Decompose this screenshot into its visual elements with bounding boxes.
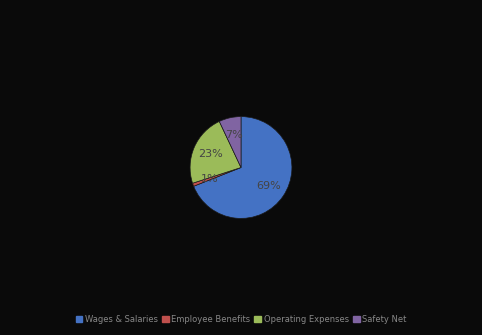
Text: 1%: 1% [201, 174, 219, 184]
Wedge shape [194, 117, 292, 218]
Text: 23%: 23% [198, 149, 223, 159]
Wedge shape [193, 168, 241, 186]
Wedge shape [190, 121, 241, 183]
Legend: Wages & Salaries, Employee Benefits, Operating Expenses, Safety Net: Wages & Salaries, Employee Benefits, Ope… [72, 312, 410, 328]
Wedge shape [219, 117, 241, 168]
Text: 7%: 7% [225, 130, 242, 140]
Text: 69%: 69% [256, 181, 281, 191]
